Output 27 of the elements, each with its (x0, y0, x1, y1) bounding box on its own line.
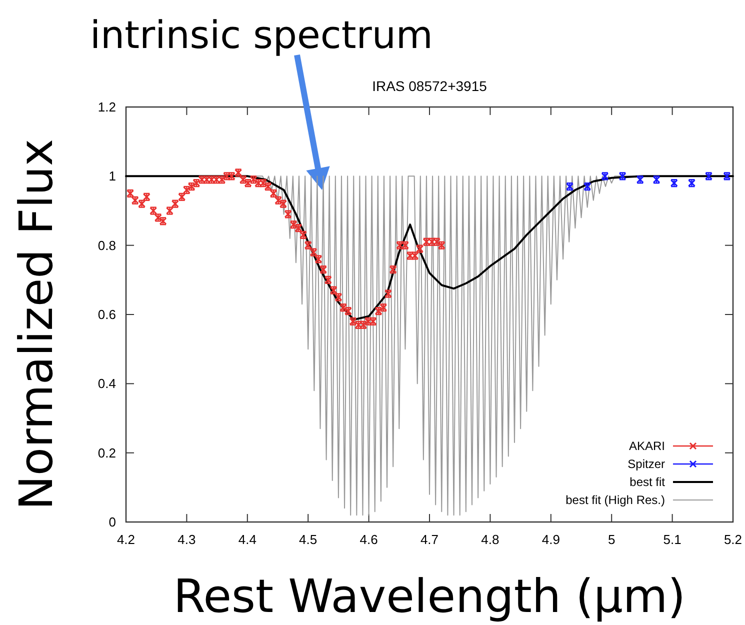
legend-label: best fit (High Res.) (566, 493, 665, 508)
legend-label: AKARI (628, 439, 665, 454)
y-tick-label: 1 (108, 168, 116, 184)
x-axis-title: Rest Wavelength (μm) (173, 569, 686, 623)
y-tick-label: 0.2 (98, 445, 116, 460)
x-tick-label: 4.5 (299, 532, 318, 547)
y-tick-label: 0.8 (98, 238, 116, 253)
y-tick-label: 0.6 (98, 307, 116, 322)
x-tick-label: 4.7 (420, 532, 439, 547)
x-tick-label: 4.9 (542, 532, 560, 547)
y-tick-label: 1.2 (98, 100, 116, 115)
y-tick-label: 0.4 (98, 376, 116, 392)
legend-label: Spitzer (628, 457, 665, 472)
x-tick-label: 5.1 (663, 532, 682, 547)
x-tick-label: 5 (608, 532, 616, 547)
text: intrinsic spectrum (90, 13, 433, 57)
x-tick-label: 4.3 (178, 532, 196, 547)
legend-label: best fit (630, 475, 666, 490)
x-tick-label: 5.2 (724, 532, 742, 547)
x-tick-label: 4.4 (238, 532, 256, 547)
line-series (125, 175, 734, 321)
x-tick-label: 4.2 (116, 532, 136, 547)
y-axis-title: Normalized Flux (9, 138, 63, 510)
chart-title: IRAS 08572+3915 (372, 78, 488, 94)
y-tick-label: 0 (108, 514, 116, 530)
x-tick-label: 4.6 (360, 532, 378, 547)
x-tick-label: 4.8 (481, 532, 500, 547)
